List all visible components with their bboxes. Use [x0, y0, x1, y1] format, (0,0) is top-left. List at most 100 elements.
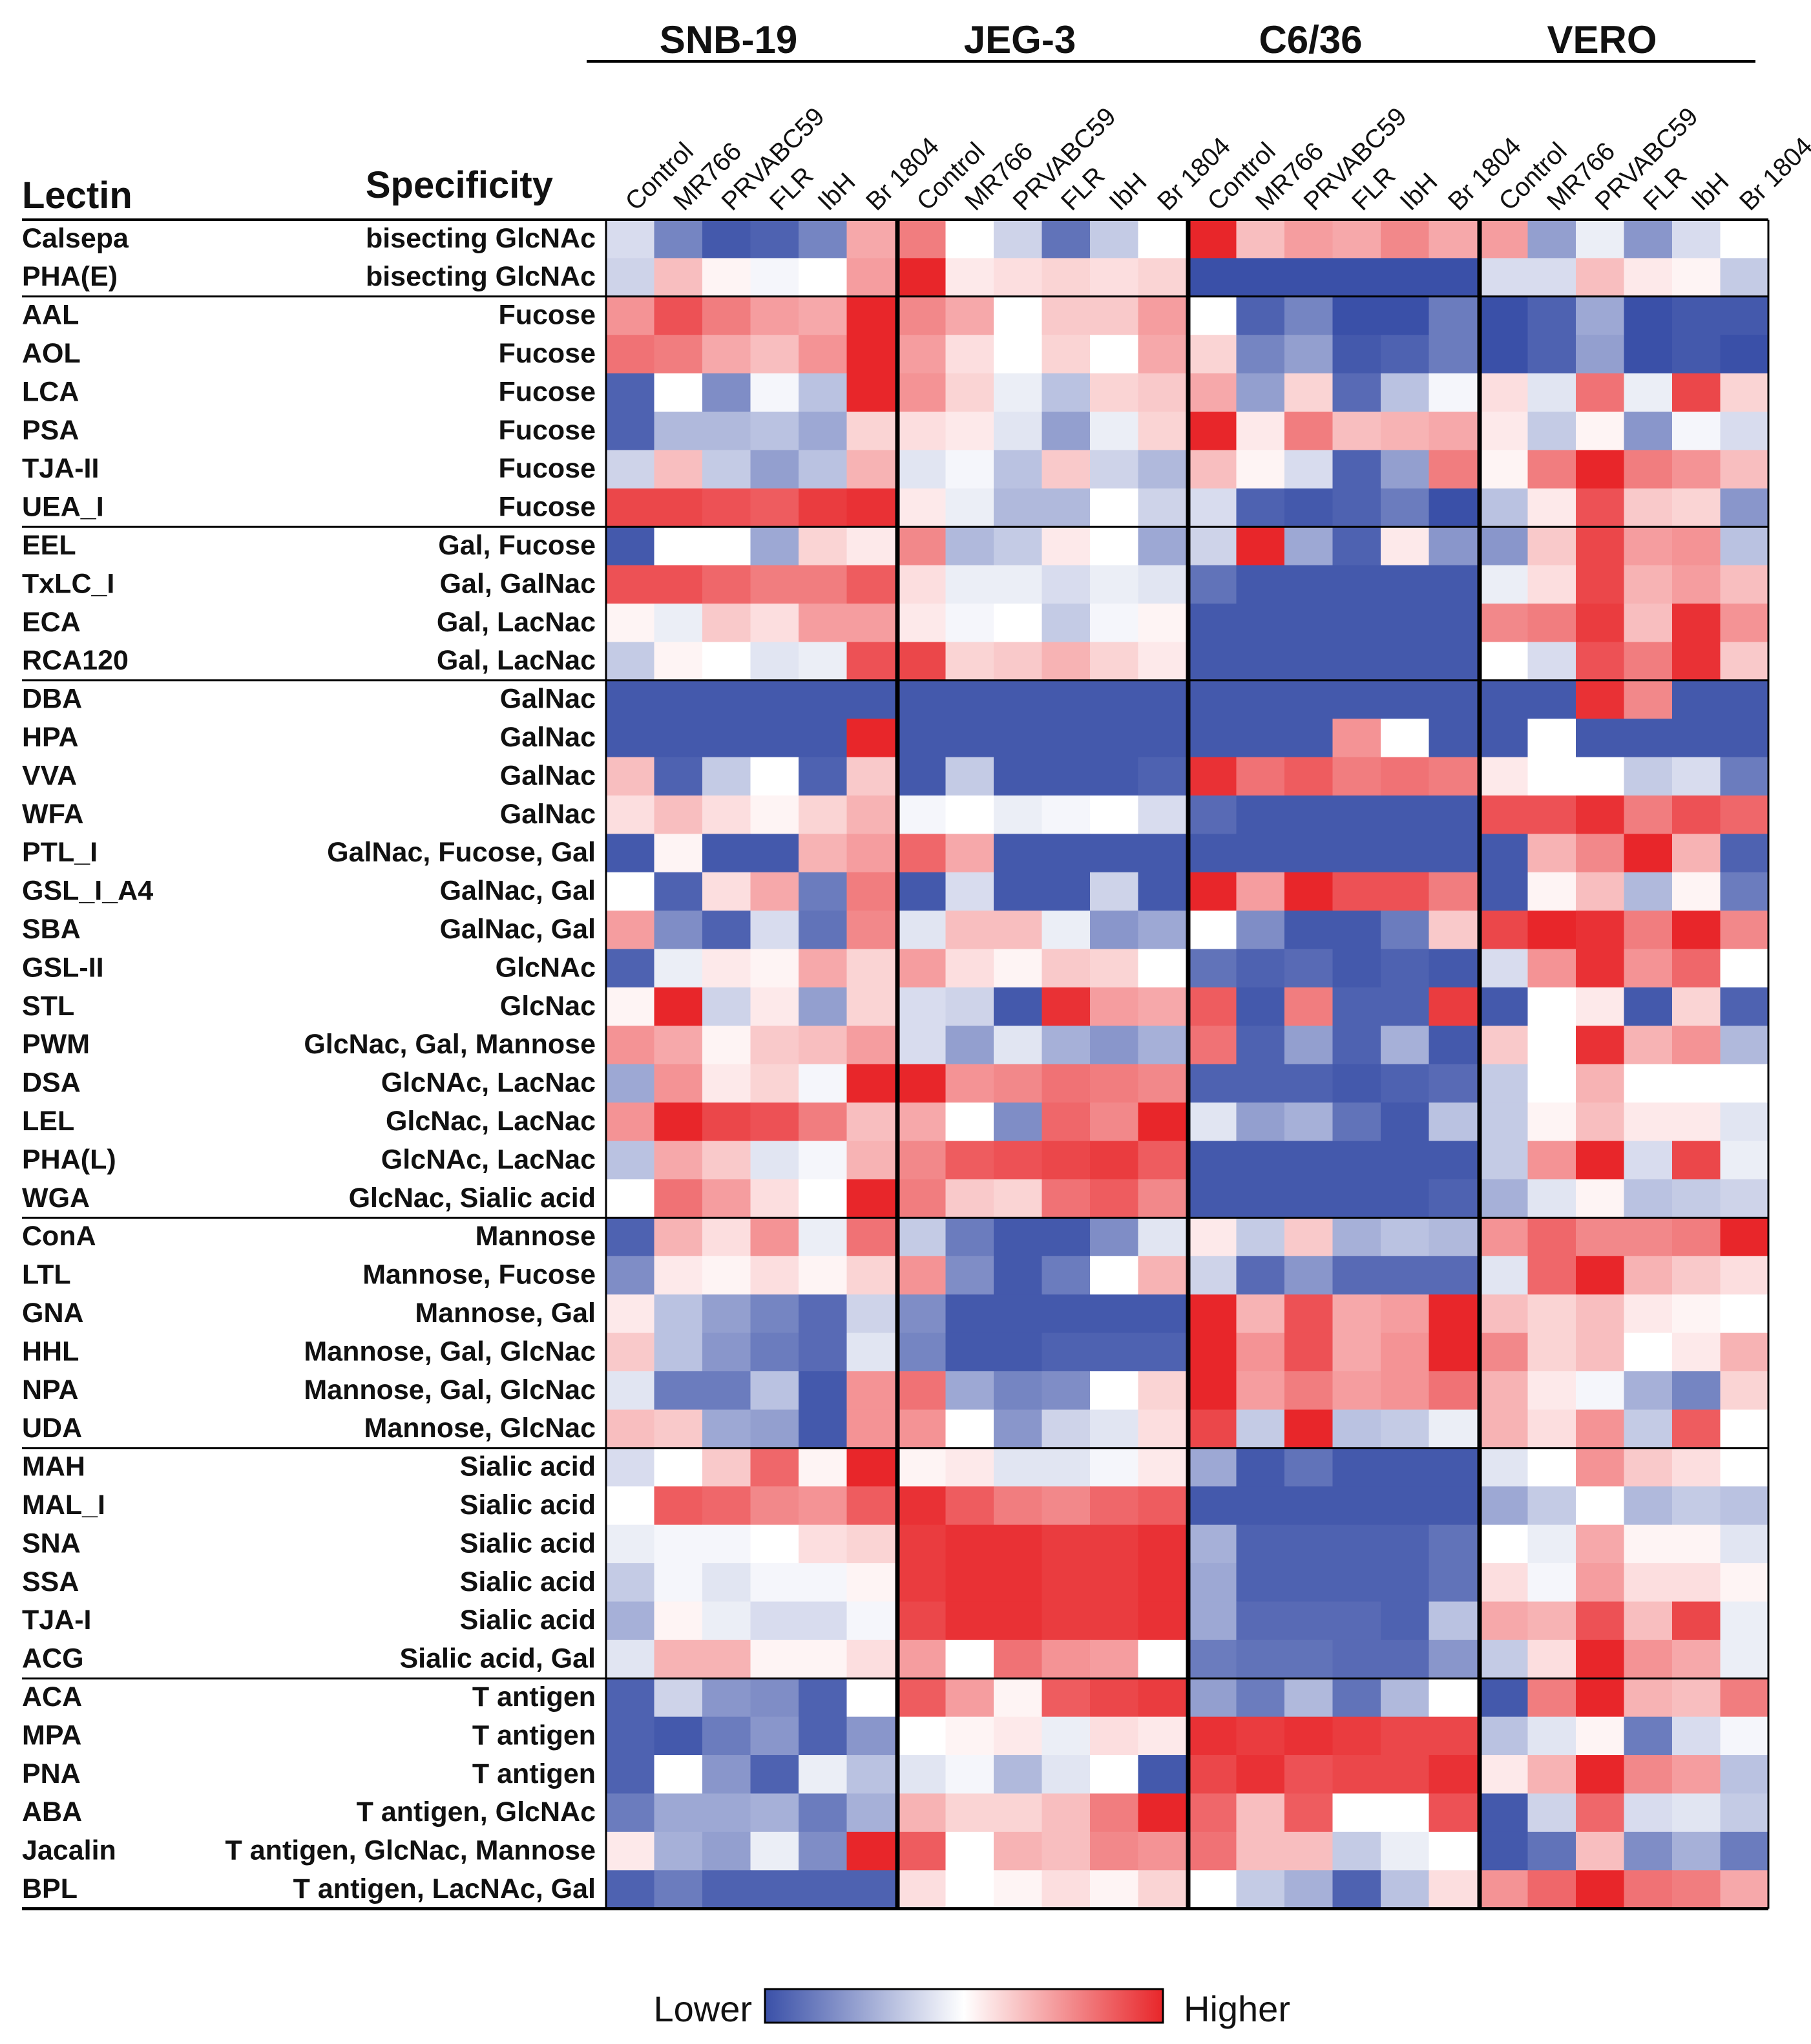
heatmap-cell: [1527, 527, 1576, 566]
heatmap-cell: [1188, 604, 1237, 642]
heatmap-cell: [1236, 1333, 1285, 1372]
heatmap-cell: [702, 949, 751, 988]
heatmap-cell: [846, 642, 895, 681]
row-specificity-label: Fucose: [498, 492, 596, 523]
row-specificity-label: GalNac, Fucose, Gal: [327, 837, 596, 868]
heatmap-cell: [994, 1179, 1043, 1218]
heatmap-cell: [846, 1256, 895, 1295]
heatmap-cell: [1236, 1831, 1285, 1871]
heatmap-cell: [945, 527, 994, 566]
heatmap-cell: [846, 220, 895, 258]
heatmap-cell: [1527, 565, 1576, 604]
heatmap-cell: [1527, 1793, 1576, 1833]
heatmap-cell: [1720, 1716, 1769, 1756]
heatmap-cell: [606, 1064, 655, 1103]
heatmap-cell: [606, 1102, 655, 1142]
row-specificity-label: GlcNAc, LacNac: [381, 1144, 596, 1175]
heatmap-cell: [945, 220, 994, 258]
heatmap-cell: [1720, 412, 1769, 450]
heatmap-cell: [1576, 719, 1625, 758]
heatmap-cell: [1188, 949, 1237, 988]
heatmap-cell: [1624, 1524, 1673, 1564]
heatmap-cell: [945, 642, 994, 681]
heatmap-cell: [1527, 1524, 1576, 1564]
heatmap-cell: [1720, 1026, 1769, 1065]
heatmap-cell: [1332, 412, 1381, 450]
heatmap-cell: [654, 604, 703, 642]
heatmap-cell: [606, 412, 655, 450]
heatmap-cell: [1138, 795, 1187, 834]
heatmap-cell: [799, 1256, 848, 1295]
heatmap-cell: [1624, 1102, 1673, 1142]
heatmap-cell: [945, 1870, 994, 1910]
heatmap-cell: [1090, 412, 1139, 450]
heatmap-cell: [1236, 1026, 1285, 1065]
row-lectin-label: GNA: [22, 1298, 84, 1329]
heatmap-cell: [945, 1563, 994, 1602]
heatmap-cell: [1624, 1333, 1673, 1372]
heatmap-cell: [1429, 604, 1478, 642]
heatmap-cell: [702, 834, 751, 873]
heatmap-cell: [799, 1678, 848, 1718]
heatmap-cell: [1672, 1563, 1721, 1602]
heatmap-cell: [1381, 1179, 1430, 1218]
heatmap-cell: [1332, 719, 1381, 758]
heatmap-cell: [1042, 987, 1091, 1026]
heatmap-cell: [897, 220, 947, 258]
heatmap-cell: [1624, 1294, 1673, 1334]
heatmap-cell: [1527, 1486, 1576, 1526]
heatmap-cell: [1672, 1639, 1721, 1679]
heatmap-cell: [1284, 1870, 1334, 1910]
heatmap-cell: [1527, 949, 1576, 988]
heatmap-cell: [897, 719, 947, 758]
heatmap-cell: [1090, 642, 1139, 681]
heatmap-cell: [945, 1409, 994, 1449]
heatmap-cell: [994, 1639, 1043, 1679]
heatmap-cell: [1624, 1026, 1673, 1065]
heatmap-cell: [1284, 987, 1334, 1026]
heatmap-cell: [994, 1755, 1043, 1794]
heatmap-cell: [1672, 1294, 1721, 1334]
heatmap-cell: [750, 642, 799, 681]
heatmap-cell: [1429, 1256, 1478, 1295]
heatmap-cell: [1381, 373, 1430, 412]
heatmap-cell: [799, 1524, 848, 1564]
heatmap-cell: [702, 565, 751, 604]
heatmap-cell: [1042, 1716, 1091, 1756]
heatmap-cell: [1236, 795, 1285, 834]
heatmap-cell: [1527, 757, 1576, 796]
heatmap-cell: [1672, 1102, 1721, 1142]
heatmap-cell: [846, 719, 895, 758]
row-lectin-label: LCA: [22, 376, 79, 407]
heatmap-cell: [799, 872, 848, 911]
heatmap-cell: [897, 1141, 947, 1180]
heatmap-cell: [897, 604, 947, 642]
heatmap-cell: [897, 258, 947, 297]
heatmap-cell: [1042, 220, 1091, 258]
heatmap-cell: [1284, 258, 1334, 297]
heatmap-cell: [1090, 527, 1139, 566]
heatmap-cell: [750, 335, 799, 374]
heatmap-cell: [1480, 1064, 1529, 1103]
heatmap-cell: [1284, 604, 1334, 642]
heatmap-cell: [1527, 987, 1576, 1026]
heatmap-cell: [1090, 604, 1139, 642]
heatmap-cell: [846, 258, 895, 297]
heatmap-cell: [1138, 987, 1187, 1026]
heatmap-cell: [750, 220, 799, 258]
heatmap-cell: [799, 911, 848, 950]
heatmap-cell: [994, 1064, 1043, 1103]
heatmap-cell: [846, 1601, 895, 1641]
heatmap-cell: [1042, 1141, 1091, 1180]
heatmap-cell: [1332, 1678, 1381, 1718]
heatmap-cell: [1042, 1256, 1091, 1295]
heatmap-cell: [1332, 1793, 1381, 1833]
heatmap-cell: [846, 1678, 895, 1718]
heatmap-cell: [799, 719, 848, 758]
heatmap-cell: [1672, 1141, 1721, 1180]
heatmap-cell: [1429, 488, 1478, 527]
heatmap-cell: [654, 834, 703, 873]
heatmap-cell: [1624, 1793, 1673, 1833]
heatmap-cell: [1576, 1217, 1625, 1257]
heatmap-cell: [1284, 1524, 1334, 1564]
